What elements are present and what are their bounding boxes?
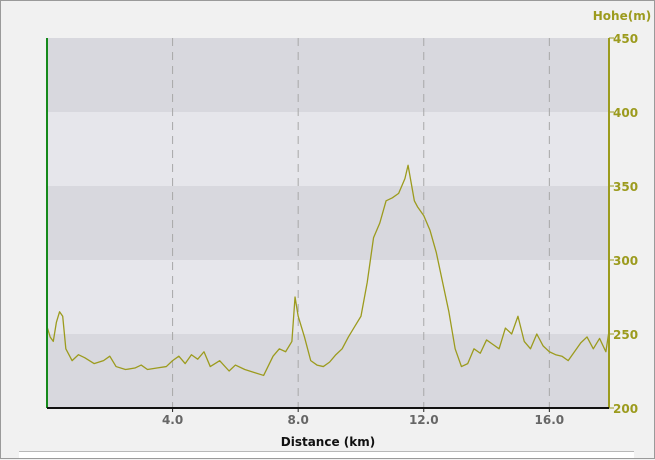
background-band: [47, 186, 609, 260]
elevation-line: [46, 164, 610, 377]
y-tick-label: 200: [613, 402, 638, 416]
background-bands: [47, 38, 609, 408]
y-tick-label: 450: [613, 32, 638, 46]
bottom-scroll-strip: [19, 451, 634, 458]
y-axis-title: Hohe(m): [593, 9, 651, 23]
y-tick-label: 400: [613, 106, 638, 120]
x-tick-label: 12.0: [409, 413, 439, 427]
background-band: [47, 112, 609, 186]
x-axis-title: Distance (km): [281, 435, 375, 449]
y-tick-label: 250: [613, 328, 638, 342]
background-band: [47, 38, 609, 112]
x-tick-label: 8.0: [288, 413, 309, 427]
x-tick-label: 4.0: [162, 413, 183, 427]
x-tick-label: 16.0: [535, 413, 565, 427]
background-band: [47, 260, 609, 334]
elevation-area: [46, 164, 610, 377]
axes: [46, 37, 614, 412]
tick-labels: 4.0 8.0 12.0 16.0 200 250 300 350 400 450: [162, 32, 638, 427]
gridlines: [172, 38, 550, 408]
background-band: [47, 334, 609, 408]
y-tick-label: 300: [613, 254, 638, 268]
y-tick-label: 350: [613, 180, 638, 194]
